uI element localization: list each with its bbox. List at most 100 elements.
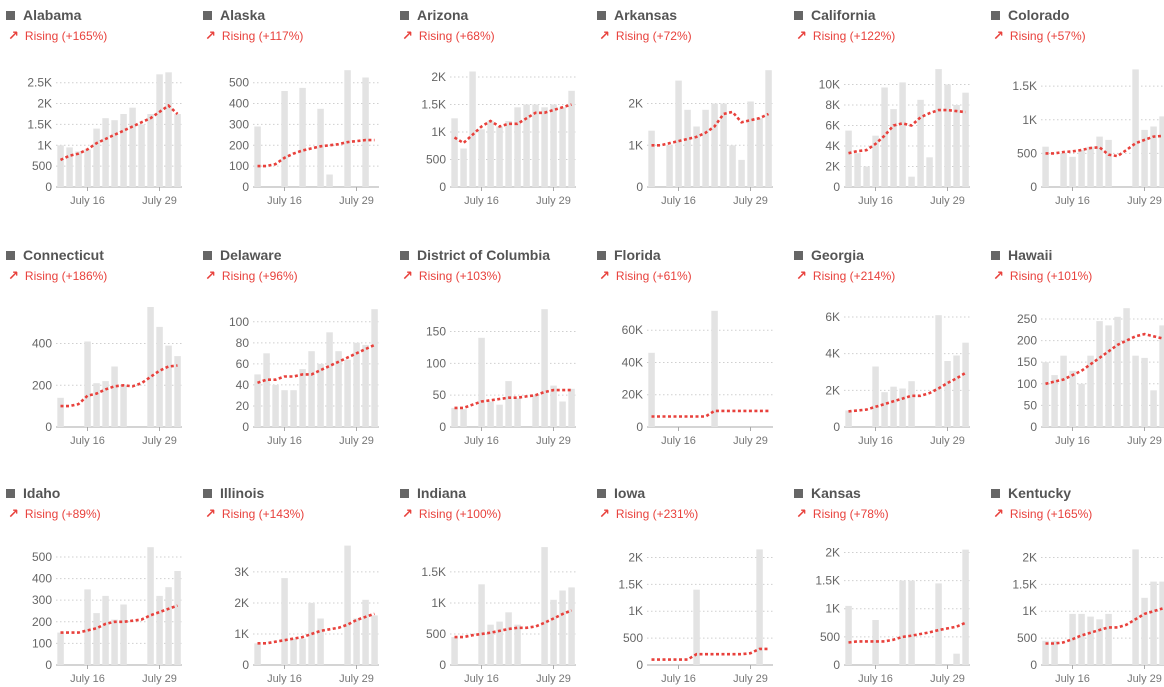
bar xyxy=(1051,375,1058,427)
bar xyxy=(290,638,297,665)
bar xyxy=(120,114,127,187)
x-tick-label: July 29 xyxy=(733,435,768,447)
trend-label: Rising (+165%) xyxy=(24,29,108,43)
state-panel-idaho: Idaho ↗ Rising (+89%) 0 100 200 300 400 500 July … xyxy=(0,478,190,687)
trend-up-arrow-icon: ↗ xyxy=(402,506,413,521)
state-panel-connecticut: Connecticut ↗ Rising (+186%) 0 200 400 July 16… xyxy=(0,240,190,468)
trend-line xyxy=(651,647,769,661)
y-tick-label: 1.5K xyxy=(1012,79,1037,93)
bar xyxy=(881,392,888,427)
state-title: Alabama xyxy=(6,6,81,24)
bar xyxy=(854,153,861,187)
trend-up-arrow-icon: ↗ xyxy=(796,506,807,521)
y-tick-label: 2K xyxy=(628,97,643,111)
trend-status: ↗ Rising (+214%) xyxy=(796,268,895,284)
bar xyxy=(317,108,324,187)
y-tick-label: 20K xyxy=(622,388,643,402)
state-name: Alaska xyxy=(220,7,266,23)
trend-status: ↗ Rising (+96%) xyxy=(205,268,298,284)
bar xyxy=(1042,362,1049,427)
bar xyxy=(505,612,512,665)
bar xyxy=(326,332,333,427)
y-tick-label: 100 xyxy=(32,636,52,650)
state-name: Florida xyxy=(614,247,661,263)
bar xyxy=(514,398,521,427)
y-tick-label: 2K xyxy=(825,383,840,397)
trend-label: Rising (+72%) xyxy=(615,29,692,43)
state-panel-alaska: Alaska ↗ Rising (+117%) 0 100 200 300 400 500 Jul… xyxy=(197,0,387,228)
state-shape-icon xyxy=(6,488,15,498)
trend-label: Rising (+117%) xyxy=(221,29,304,43)
bar xyxy=(1105,325,1112,427)
trend-up-arrow-icon: ↗ xyxy=(205,28,216,43)
bar xyxy=(451,407,458,427)
x-tick-label: July 29 xyxy=(1127,673,1162,685)
state-title: Idaho xyxy=(6,484,60,502)
y-tick-label: 100 xyxy=(229,159,249,173)
trend-line xyxy=(60,364,178,408)
bar xyxy=(469,71,476,187)
x-tick-label: July 16 xyxy=(464,435,499,447)
bar xyxy=(111,366,118,427)
bar xyxy=(890,109,897,187)
state-name: Indiana xyxy=(417,485,467,501)
x-tick-label: July 29 xyxy=(142,673,177,685)
bar xyxy=(756,549,763,665)
x-tick-label: July 16 xyxy=(1055,673,1090,685)
trend-up-arrow-icon: ↗ xyxy=(599,268,610,283)
x-tick-label: July 29 xyxy=(536,435,571,447)
bar xyxy=(693,589,700,665)
chart-colorado: 0 500 1K 1.5K July 16 July 29 xyxy=(1012,69,1164,207)
bar xyxy=(326,174,333,187)
bar xyxy=(953,653,960,665)
state-panel-iowa: Iowa ↗ Rising (+231%) 0 500 1K 1.5K 2K July 16 Ju… xyxy=(591,478,781,687)
bar xyxy=(272,384,279,427)
y-tick-label: 2K xyxy=(234,596,249,610)
trend-line xyxy=(848,108,966,155)
bar xyxy=(496,621,503,665)
trend-status: ↗ Rising (+117%) xyxy=(205,28,303,44)
y-tick-label: 500 xyxy=(1017,146,1037,160)
state-panel-california: California ↗ Rising (+122%) 0 2K 4K 6K 8K 10K Jul… xyxy=(788,0,978,228)
y-tick-label: 500 xyxy=(229,76,249,90)
state-shape-icon xyxy=(794,250,803,260)
state-panel-colorado: Colorado ↗ Rising (+57%) 0 500 1K 1.5K July 16 J… xyxy=(985,0,1164,228)
y-tick-label: 200 xyxy=(32,615,52,629)
bar xyxy=(93,128,100,187)
bar xyxy=(872,366,879,427)
y-tick-label: 0 xyxy=(45,180,52,194)
y-tick-label: 250 xyxy=(1017,312,1037,326)
bar xyxy=(711,103,718,187)
chart-kansas: 0 500 1K 1.5K 2K July 16 July 29 xyxy=(815,545,970,685)
chart-indiana: 0 500 1K 1.5K July 16 July 29 xyxy=(421,547,576,685)
y-tick-label: 500 xyxy=(426,153,446,167)
bar xyxy=(505,381,512,427)
y-tick-label: 1K xyxy=(1022,604,1037,618)
bar xyxy=(1141,129,1148,187)
state-panel-florida: Florida ↗ Rising (+61%) 0 20K 40K 60K July 16 Ju… xyxy=(591,240,781,468)
bar xyxy=(702,109,709,187)
trend-label: Rising (+165%) xyxy=(1009,507,1093,521)
bar xyxy=(1159,116,1164,187)
bar xyxy=(263,353,270,427)
bar xyxy=(550,385,557,427)
bar xyxy=(165,72,172,187)
trend-line xyxy=(257,138,375,168)
y-tick-label: 0 xyxy=(636,420,643,434)
state-name: Arkansas xyxy=(614,7,678,23)
y-tick-label: 1K xyxy=(37,138,52,152)
bar xyxy=(666,145,673,187)
bar xyxy=(281,578,288,665)
y-tick-label: 1K xyxy=(234,627,249,641)
bar xyxy=(156,74,163,187)
x-tick-label: July 29 xyxy=(142,195,177,207)
bar xyxy=(693,126,700,187)
x-tick-label: July 16 xyxy=(1055,195,1090,207)
state-name: Illinois xyxy=(220,485,265,501)
state-name: Iowa xyxy=(614,485,646,501)
chart-arkansas: 0 1K 2K July 16 July 29 xyxy=(628,70,773,207)
x-tick-label: July 29 xyxy=(930,435,965,447)
bar xyxy=(102,595,109,665)
x-tick-label: July 16 xyxy=(267,435,302,447)
x-tick-label: July 16 xyxy=(70,435,105,447)
